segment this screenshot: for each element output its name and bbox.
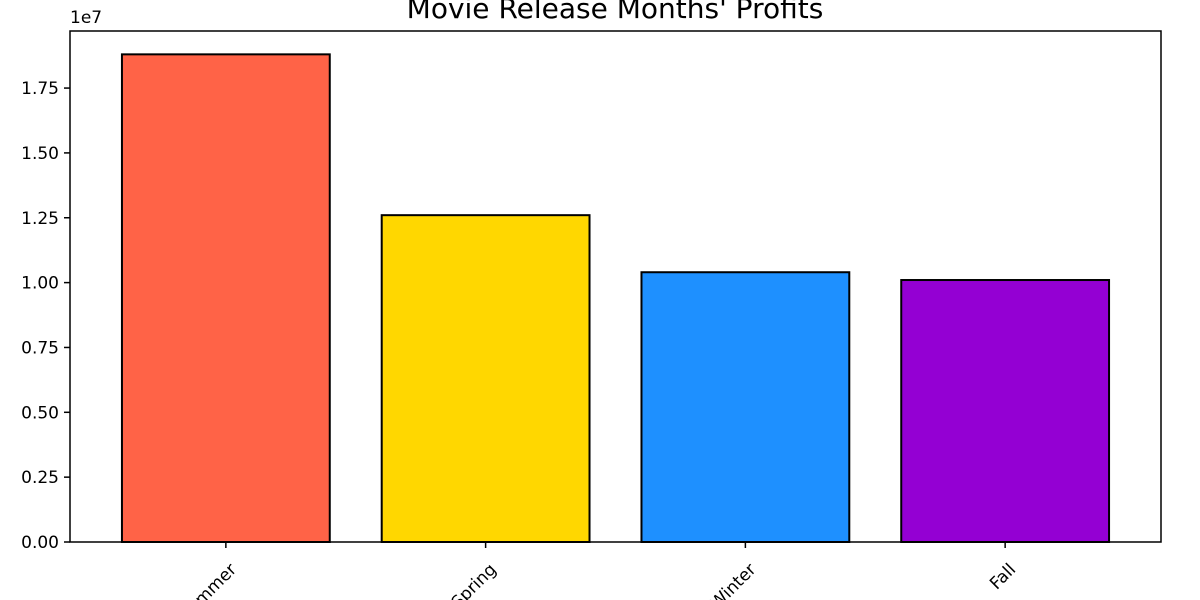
y-axis: 0.00 0.25 0.50 0.75 1.00 1.25 1.50 1.75 [21, 79, 70, 553]
x-tick-label-fall: Fall [986, 560, 1020, 594]
y-tick-label: 1.00 [21, 274, 59, 294]
y-tick-label: 0.25 [21, 468, 59, 488]
bar-winter [640, 271, 851, 543]
plot-area-frame [69, 30, 1162, 543]
y-tick-label: 1.75 [21, 79, 59, 99]
y-tick-label: 1.25 [21, 209, 59, 229]
x-tick-label-winter: Winter [707, 560, 761, 600]
y-tick-label: 0.00 [21, 533, 59, 553]
bar-summer [120, 53, 331, 543]
y-axis-offset-label: 1e7 [70, 8, 102, 28]
x-axis: Summer Spring Winter Fall [176, 542, 1020, 600]
bar-fall [900, 279, 1111, 543]
y-tick-label: 0.50 [21, 403, 59, 423]
x-tick-label-summer: Summer [176, 560, 241, 600]
bars-layer [120, 53, 1111, 543]
x-tick-label-spring: Spring [448, 560, 501, 600]
chart-title: Movie Release Months' Profits [407, 0, 824, 25]
y-tick-label: 1.50 [21, 144, 59, 164]
bar-spring [380, 214, 591, 543]
y-tick-label: 0.75 [21, 338, 59, 358]
